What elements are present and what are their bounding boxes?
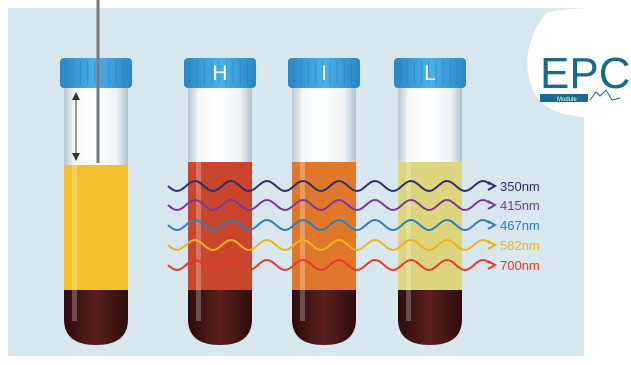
- wavelength-label-350nm: 350nm: [500, 179, 540, 194]
- blood-layer: [398, 290, 462, 345]
- blood-layer: [188, 290, 252, 345]
- wave-arrowhead: [487, 240, 498, 250]
- tube-reference: [60, 0, 132, 345]
- wave-467nm: [167, 219, 491, 231]
- glass-highlight: [300, 92, 305, 321]
- tube-cap: [288, 58, 360, 88]
- tube-cap: [60, 58, 132, 88]
- blood-layer: [292, 290, 356, 345]
- glass-highlight: [72, 92, 77, 321]
- wave-415nm: [167, 199, 491, 211]
- wavelength-label-415nm: 415nm: [500, 198, 540, 213]
- logo-subtext: Module: [557, 97, 577, 103]
- wave-arrowhead: [487, 220, 498, 230]
- wavelength-label-467nm: 467nm: [500, 218, 540, 233]
- serum-layer: [64, 165, 128, 290]
- wavelength-label-700nm: 700nm: [500, 258, 540, 273]
- wavelength-waves: 350nm 415nm 467nm 582nm 700nm: [167, 179, 540, 273]
- tube-label-lipemia: L: [424, 62, 436, 85]
- glass-highlight: [196, 92, 201, 321]
- glass-highlight: [406, 92, 411, 321]
- blood-layer: [64, 290, 128, 345]
- wave-582nm: [167, 239, 491, 251]
- logo-text: EPC: [540, 49, 630, 98]
- logo-chart-icon: [589, 89, 621, 101]
- tube-hemolysis: H: [184, 58, 256, 345]
- logo-module-bar: [540, 94, 588, 102]
- epc-logo: EPC Module: [527, 7, 631, 119]
- tube-cap: [184, 58, 256, 88]
- tube-label-icterus: I: [321, 62, 327, 85]
- wave-arrowhead: [487, 181, 498, 191]
- wavelength-label-582nm: 582nm: [500, 238, 540, 253]
- wave-350nm: [167, 180, 491, 192]
- tube-label-hemolysis: H: [212, 62, 227, 85]
- tube-lipemia: L: [394, 58, 466, 345]
- wave-arrowhead: [487, 260, 498, 270]
- wave-arrowhead: [487, 200, 498, 210]
- tube-cap: [394, 58, 466, 88]
- wave-700nm: [167, 259, 491, 271]
